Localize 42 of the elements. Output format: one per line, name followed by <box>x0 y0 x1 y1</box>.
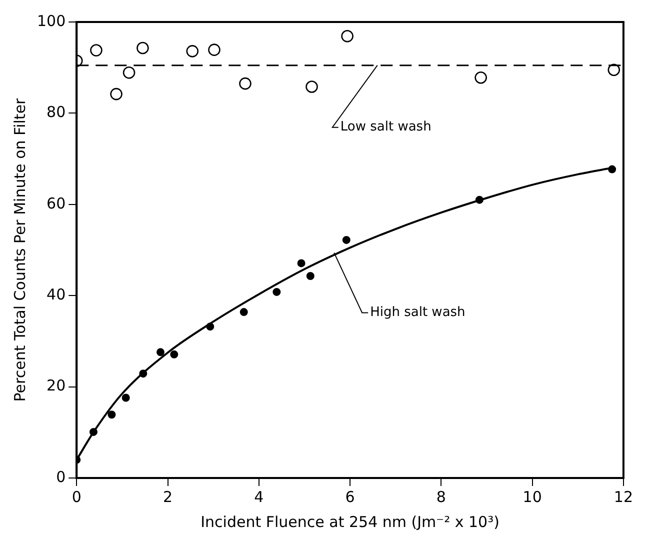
point <box>474 71 487 84</box>
point <box>240 308 248 316</box>
point <box>139 370 148 378</box>
x-tick-label: 12 <box>614 488 634 506</box>
y-tick-label: 40 <box>46 285 66 304</box>
point <box>475 196 484 204</box>
x-tick-label: 4 <box>254 488 264 506</box>
annotation: High salt wash <box>370 305 466 320</box>
x-tick-label: 10 <box>522 488 542 506</box>
point <box>89 428 98 436</box>
point <box>272 288 281 296</box>
y-tick-label: 100 <box>36 12 66 30</box>
x-tick-label: 6 <box>345 488 355 506</box>
point <box>306 272 314 280</box>
point <box>608 165 616 174</box>
point <box>341 30 354 42</box>
x-tick-label: 0 <box>72 488 82 506</box>
point <box>170 350 178 358</box>
point <box>186 45 199 58</box>
point <box>90 44 102 56</box>
point <box>108 410 116 419</box>
x-tick-label: 8 <box>436 488 446 506</box>
annotation: Low salt wash <box>340 120 432 135</box>
point <box>208 44 220 56</box>
y-tick-label: 0 <box>56 468 66 486</box>
x-axis-title: Incident Fluence at 254 nm (Jm⁻² x 10³) <box>200 512 500 531</box>
point <box>608 64 620 76</box>
point <box>306 80 318 93</box>
y-tick-label: 80 <box>46 103 66 122</box>
point <box>156 348 164 356</box>
point <box>239 77 252 90</box>
point <box>297 259 306 268</box>
point <box>110 88 122 100</box>
point <box>122 66 136 79</box>
x-tick-label: 2 <box>162 488 173 506</box>
point <box>206 322 214 331</box>
y-tick-label: 60 <box>46 194 66 212</box>
point <box>136 42 149 54</box>
y-tick-label: 20 <box>46 376 66 395</box>
point <box>122 394 130 402</box>
point <box>342 236 350 244</box>
y-axis-title: Percent Total Counts Per Minute on Filter <box>10 97 29 402</box>
